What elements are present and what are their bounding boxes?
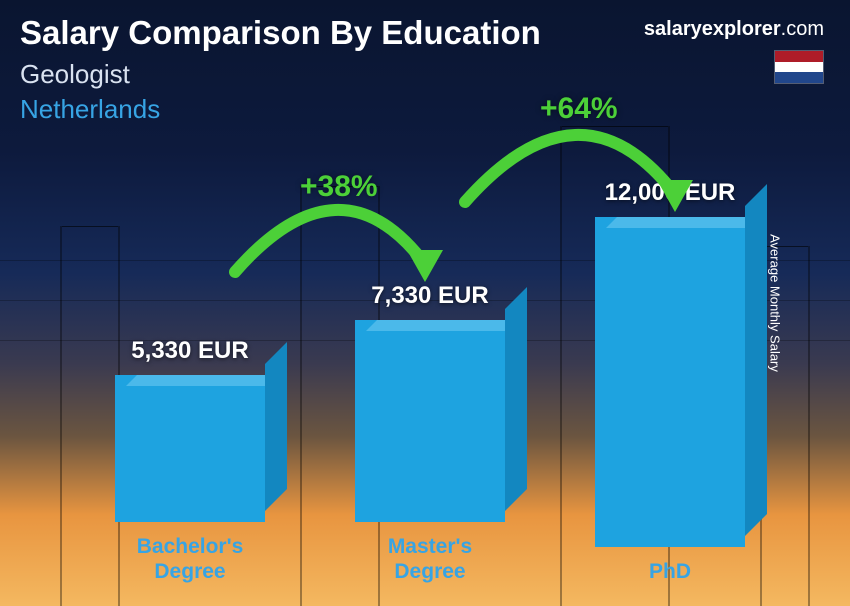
bar-side-face xyxy=(265,342,287,511)
bar-group: 12,000 EUR PhD xyxy=(570,179,770,584)
bar-group: 7,330 EUR Master'sDegree xyxy=(330,282,530,584)
bar-category-label: PhD xyxy=(649,559,691,584)
subtitle-job: Geologist xyxy=(20,59,830,90)
bar-category-label: Bachelor'sDegree xyxy=(137,534,244,584)
salary-bar-chart: 5,330 EUR Bachelor'sDegree 7,330 EUR Master… xyxy=(70,144,790,584)
bar xyxy=(595,217,745,547)
increase-percent-label: +64% xyxy=(540,92,618,126)
flag-stripe xyxy=(775,62,823,73)
bar-side-face xyxy=(505,287,527,511)
subtitle-country: Netherlands xyxy=(20,94,830,125)
bar xyxy=(355,320,505,522)
increase-percent-label: +38% xyxy=(300,170,378,204)
bar-top-face xyxy=(606,217,767,228)
bar-top-face xyxy=(366,320,527,331)
brand-suffix: .com xyxy=(781,18,824,40)
flag-stripe xyxy=(775,51,823,62)
bar-category-label: Master'sDegree xyxy=(388,534,472,584)
bar-front-face xyxy=(355,320,505,522)
bar-top-face xyxy=(126,375,287,386)
bar-side-face xyxy=(745,184,767,536)
brand-logo: salaryexplorer.com xyxy=(644,18,824,41)
flag-netherlands xyxy=(774,50,824,84)
flag-stripe xyxy=(775,72,823,83)
bar-value-label: 7,330 EUR xyxy=(371,282,488,310)
bar-group: 5,330 EUR Bachelor'sDegree xyxy=(90,337,290,584)
brand-name: salaryexplorer xyxy=(644,18,781,40)
bar-value-label: 5,330 EUR xyxy=(131,337,248,365)
bar-front-face xyxy=(595,217,745,547)
bar-value-label: 12,000 EUR xyxy=(605,179,736,207)
bar xyxy=(115,375,265,522)
bar-front-face xyxy=(115,375,265,522)
